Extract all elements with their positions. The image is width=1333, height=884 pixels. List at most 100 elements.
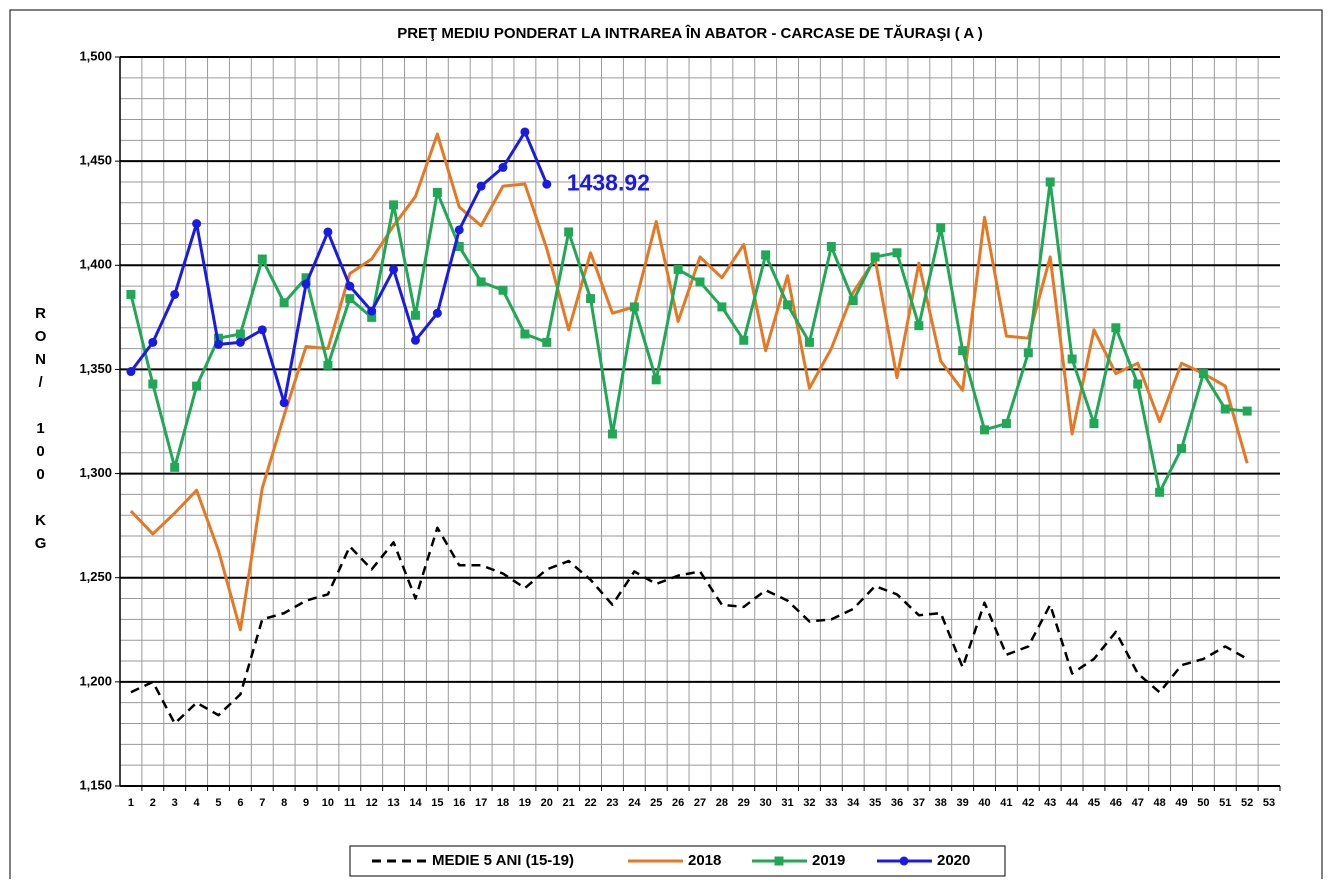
- x-tick-label: 21: [563, 797, 575, 809]
- data-point: [257, 254, 267, 264]
- x-tick-label: 43: [1044, 797, 1056, 809]
- data-point: [1155, 487, 1165, 497]
- y-tick-label: 1,250: [79, 569, 112, 584]
- data-point: [629, 302, 639, 312]
- series-line: [129, 180, 1248, 494]
- x-tick-label: 14: [409, 797, 422, 809]
- data-point: [192, 219, 202, 229]
- data-point: [1023, 348, 1033, 358]
- x-tick-label: 7: [259, 797, 265, 809]
- x-tick-label: 18: [497, 797, 509, 809]
- data-point: [586, 294, 596, 304]
- y-tick-label: 1,200: [79, 673, 112, 688]
- data-point: [892, 248, 902, 258]
- data-point: [345, 294, 355, 304]
- data-point: [235, 329, 245, 339]
- data-point: [235, 337, 245, 347]
- x-tick-label: 49: [1175, 797, 1187, 809]
- data-point: [410, 335, 420, 345]
- x-tick-label: 31: [781, 797, 793, 809]
- data-point: [607, 429, 617, 439]
- data-point: [1045, 177, 1055, 187]
- x-tick-label: 33: [825, 797, 837, 809]
- x-tick-label: 8: [281, 797, 287, 809]
- series-line: [129, 130, 549, 405]
- x-tick-label: 15: [431, 797, 443, 809]
- y-axis-label: RON/ 100 KG: [32, 305, 49, 558]
- x-tick-label: 46: [1110, 797, 1122, 809]
- data-point: [148, 379, 158, 389]
- data-point: [323, 360, 333, 370]
- x-tick-label: 26: [672, 797, 684, 809]
- data-point: [1111, 323, 1121, 333]
- chart-title: PREŢ MEDIU PONDERAT LA INTRAREA ÎN ABATO…: [397, 24, 983, 42]
- data-point: [870, 252, 880, 262]
- data-point: [367, 312, 377, 322]
- data-point: [542, 337, 552, 347]
- x-tick-label: 30: [760, 797, 772, 809]
- y-tick-label: 1,300: [79, 465, 112, 480]
- data-point: [1067, 354, 1077, 364]
- data-point: [410, 310, 420, 320]
- data-point: [454, 242, 464, 252]
- data-point: [257, 325, 267, 335]
- data-point: [476, 277, 486, 287]
- data-point: [542, 179, 552, 189]
- y-tick-label: 1,350: [79, 361, 112, 376]
- data-point: [695, 277, 705, 287]
- x-tick-label: 38: [935, 797, 947, 809]
- data-point: [804, 337, 814, 347]
- data-point: [279, 398, 289, 408]
- y-tick-label: 1,400: [79, 257, 112, 272]
- x-tick-label: 10: [322, 797, 334, 809]
- data-point: [914, 321, 924, 331]
- plot-area: [120, 57, 1280, 786]
- data-point: [936, 223, 946, 233]
- data-point: [739, 335, 749, 345]
- legend-label: 2020: [937, 852, 970, 869]
- x-tick-label: 45: [1088, 797, 1100, 809]
- series-line: [130, 526, 1248, 725]
- data-point: [498, 162, 508, 172]
- x-tick-label: 28: [716, 797, 728, 809]
- x-tick-label: 12: [366, 797, 378, 809]
- data-point: [192, 381, 202, 391]
- annotation: 1438.92: [567, 169, 650, 195]
- data-point: [1089, 419, 1099, 429]
- x-tick-label: 25: [650, 797, 662, 809]
- x-tick-label: 35: [869, 797, 881, 809]
- x-tick-label: 3: [172, 797, 178, 809]
- data-point: [1198, 369, 1208, 379]
- x-tick-label: 42: [1022, 797, 1034, 809]
- data-point: [717, 302, 727, 312]
- data-point: [345, 281, 355, 291]
- data-point: [170, 462, 180, 472]
- x-tick-label: 17: [475, 797, 487, 809]
- data-point: [651, 375, 661, 385]
- x-tick-label: 32: [803, 797, 815, 809]
- x-tick-label: 34: [847, 797, 860, 809]
- data-point: [1133, 379, 1143, 389]
- x-tick-label: 48: [1153, 797, 1165, 809]
- data-point: [520, 127, 530, 137]
- data-point: [170, 289, 180, 299]
- data-point: [520, 329, 530, 339]
- data-point: [848, 296, 858, 306]
- y-tick-label: 1,500: [79, 48, 112, 63]
- data-point: [389, 264, 399, 274]
- data-point: [783, 300, 793, 310]
- data-point: [498, 285, 508, 295]
- data-point: [761, 250, 771, 260]
- x-tick-label: 2: [150, 797, 156, 809]
- data-point: [673, 264, 683, 274]
- x-tick-label: 40: [978, 797, 990, 809]
- data-point: [367, 306, 377, 316]
- data-point: [126, 289, 136, 299]
- x-tick-label: 51: [1219, 797, 1231, 809]
- x-tick-label: 50: [1197, 797, 1209, 809]
- x-tick-label: 53: [1263, 797, 1275, 809]
- legend-marker: [774, 856, 784, 866]
- data-point: [301, 279, 311, 289]
- x-tick-label: 29: [738, 797, 750, 809]
